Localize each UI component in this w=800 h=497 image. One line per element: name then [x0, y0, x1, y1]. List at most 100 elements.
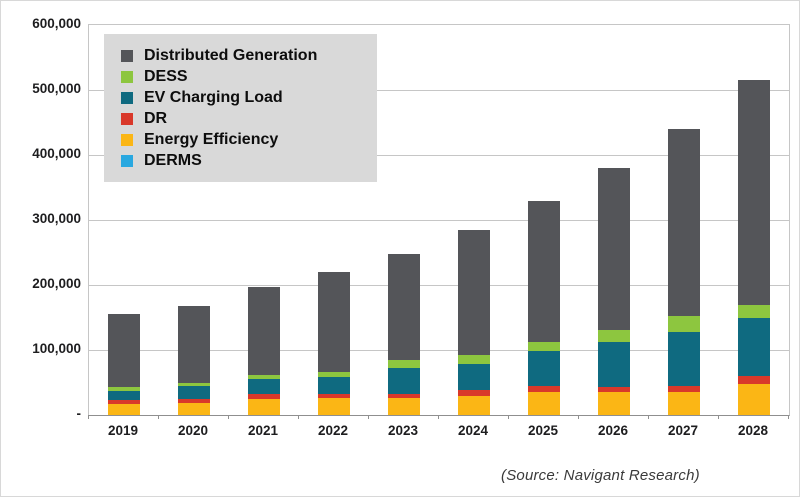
bar-column	[439, 25, 509, 415]
bar-segment	[528, 392, 560, 415]
source-note: (Source: Navigant Research)	[501, 467, 700, 484]
bar-segment	[598, 168, 630, 330]
bar-segment	[528, 386, 560, 393]
y-tick-label: 400,000	[32, 146, 81, 161]
y-tick-label: 200,000	[32, 276, 81, 291]
bar-segment	[108, 387, 140, 391]
x-tick	[88, 415, 89, 419]
x-tick	[368, 415, 369, 419]
legend-item-label: DR	[144, 109, 168, 127]
bar-segment	[388, 398, 420, 415]
bar-column	[299, 25, 369, 415]
legend-swatch-icon	[121, 133, 133, 146]
bar-segment	[248, 375, 280, 380]
x-tick	[578, 415, 579, 419]
bar-column	[509, 25, 579, 415]
bar-column	[719, 25, 789, 415]
bar-column	[579, 25, 649, 415]
bar-segment	[108, 400, 140, 404]
bar-segment	[318, 372, 350, 378]
bar-segment	[108, 313, 140, 388]
bar-segment	[388, 360, 420, 369]
bar-segment	[388, 368, 420, 394]
y-tick-label: 100,000	[32, 341, 81, 356]
bar-segment	[458, 363, 490, 391]
x-tick-label: 2023	[387, 423, 419, 438]
y-axis: 600,000 500,000 400,000 300,000 200,000 100,0…	[1, 1, 83, 431]
x-tick	[648, 415, 649, 419]
bar-column	[369, 25, 439, 415]
x-tick-label: 2026	[597, 423, 629, 438]
bar-segment	[318, 394, 350, 399]
bar-segment	[388, 254, 420, 361]
x-tick	[788, 415, 789, 419]
bar-column	[229, 25, 299, 415]
x-tick-label: 2020	[177, 423, 209, 438]
y-tick-label: 600,000	[32, 16, 81, 31]
x-tick-label: 2027	[667, 423, 699, 438]
legend: Distributed Generation DESS EV Charging Lo…	[104, 34, 377, 182]
bar-segment	[178, 403, 210, 415]
legend-swatch-icon	[121, 112, 133, 125]
legend-item-label: DERMS	[144, 151, 202, 169]
legend-item: Distributed Generation	[121, 45, 377, 66]
y-tick-label: 500,000	[32, 81, 81, 96]
legend-item-label: EV Charging Load	[144, 88, 283, 106]
legend-swatch-icon	[121, 154, 133, 167]
bar-segment	[108, 403, 140, 415]
bar-segment	[598, 342, 630, 388]
legend-item-label: Distributed Generation	[144, 46, 318, 64]
bar-segment	[668, 391, 700, 415]
x-tick	[158, 415, 159, 419]
legend-item: Energy Efficiency	[121, 129, 377, 150]
bar-segment	[248, 399, 280, 415]
y-tick-label: 300,000	[32, 211, 81, 226]
bar-column	[159, 25, 229, 415]
bar-segment	[458, 229, 490, 355]
bar-segment	[248, 286, 280, 376]
bar-segment	[318, 272, 350, 373]
bar-segment	[458, 354, 490, 364]
bar-segment	[178, 382, 210, 387]
bar-segment	[318, 377, 350, 395]
bar-segment	[248, 394, 280, 400]
x-tick-label: 2021	[247, 423, 279, 438]
y-tick-label: -	[76, 406, 82, 421]
x-tick-label: 2028	[737, 423, 769, 438]
gridline	[89, 219, 789, 221]
gridline	[89, 89, 789, 91]
x-tick	[298, 415, 299, 419]
gridline	[89, 284, 789, 286]
bar-column	[89, 25, 159, 415]
bar-segment	[668, 315, 700, 332]
legend-item: DR	[121, 108, 377, 129]
bar-segment	[388, 393, 420, 399]
legend-item: DERMS	[121, 150, 377, 171]
bar-segment	[458, 395, 490, 415]
plot-area	[88, 24, 790, 416]
legend-item: EV Charging Load	[121, 87, 377, 108]
legend-swatch-icon	[121, 70, 133, 83]
bar-segment	[738, 376, 770, 385]
bar-segment	[318, 398, 350, 415]
bar-segment	[598, 387, 630, 393]
bar-segment	[178, 399, 210, 404]
bar-segment	[598, 329, 630, 343]
gridline	[89, 349, 789, 351]
bar-segment	[738, 384, 770, 415]
bar-segment	[668, 331, 700, 386]
bar-column	[649, 25, 719, 415]
bar-segment	[738, 305, 770, 319]
bar-segment	[668, 385, 700, 392]
bar-segment	[668, 129, 700, 316]
gridline	[89, 154, 789, 156]
bar-segment	[528, 200, 560, 342]
x-tick	[508, 415, 509, 419]
bar-segment	[458, 390, 490, 396]
x-tick	[438, 415, 439, 419]
x-tick-label: 2024	[457, 423, 489, 438]
legend-swatch-icon	[121, 49, 133, 62]
x-tick	[718, 415, 719, 419]
